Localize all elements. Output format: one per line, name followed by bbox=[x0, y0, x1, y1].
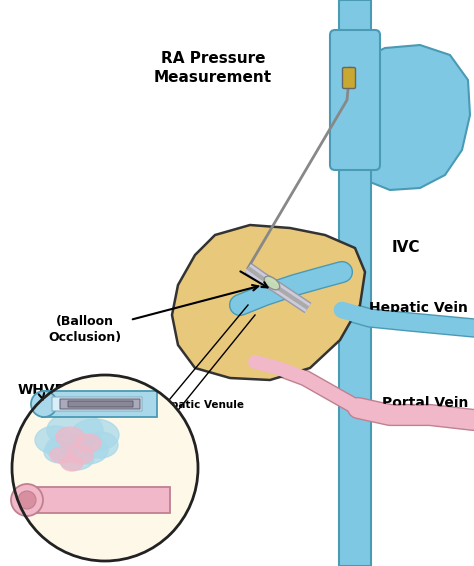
Text: Hepatic Venule: Hepatic Venule bbox=[155, 400, 244, 410]
Text: (Balloon
Occlusion): (Balloon Occlusion) bbox=[48, 315, 121, 345]
Text: Portal Vein: Portal Vein bbox=[382, 396, 468, 410]
Bar bbox=[339, 0, 371, 566]
FancyBboxPatch shape bbox=[25, 487, 170, 513]
Text: IVC: IVC bbox=[392, 241, 420, 255]
Ellipse shape bbox=[75, 434, 101, 452]
Ellipse shape bbox=[50, 447, 74, 463]
Text: FHVP: FHVP bbox=[199, 253, 241, 267]
Ellipse shape bbox=[82, 432, 118, 458]
FancyBboxPatch shape bbox=[52, 397, 142, 411]
Text: Hepatic Vein: Hepatic Vein bbox=[369, 301, 468, 315]
Ellipse shape bbox=[58, 446, 94, 470]
Text: RA Pressure
Measurement: RA Pressure Measurement bbox=[154, 50, 272, 85]
Ellipse shape bbox=[71, 419, 119, 451]
Text: Sinusoid: Sinusoid bbox=[138, 443, 188, 453]
Ellipse shape bbox=[264, 276, 280, 290]
Ellipse shape bbox=[61, 455, 83, 471]
Circle shape bbox=[18, 491, 36, 509]
FancyBboxPatch shape bbox=[42, 391, 157, 417]
Circle shape bbox=[12, 375, 198, 561]
Text: WHVP: WHVP bbox=[18, 383, 66, 397]
Ellipse shape bbox=[35, 426, 75, 454]
FancyBboxPatch shape bbox=[60, 399, 140, 409]
Ellipse shape bbox=[56, 427, 84, 447]
Circle shape bbox=[31, 391, 57, 417]
FancyBboxPatch shape bbox=[343, 67, 356, 88]
Ellipse shape bbox=[46, 434, 90, 462]
Ellipse shape bbox=[68, 436, 108, 464]
FancyBboxPatch shape bbox=[68, 401, 133, 407]
Ellipse shape bbox=[44, 441, 76, 463]
Polygon shape bbox=[342, 45, 470, 190]
Text: Portal Venule: Portal Venule bbox=[80, 492, 160, 502]
Polygon shape bbox=[172, 225, 365, 380]
Ellipse shape bbox=[47, 412, 103, 448]
FancyBboxPatch shape bbox=[330, 30, 380, 170]
Circle shape bbox=[11, 484, 43, 516]
Ellipse shape bbox=[67, 446, 93, 464]
